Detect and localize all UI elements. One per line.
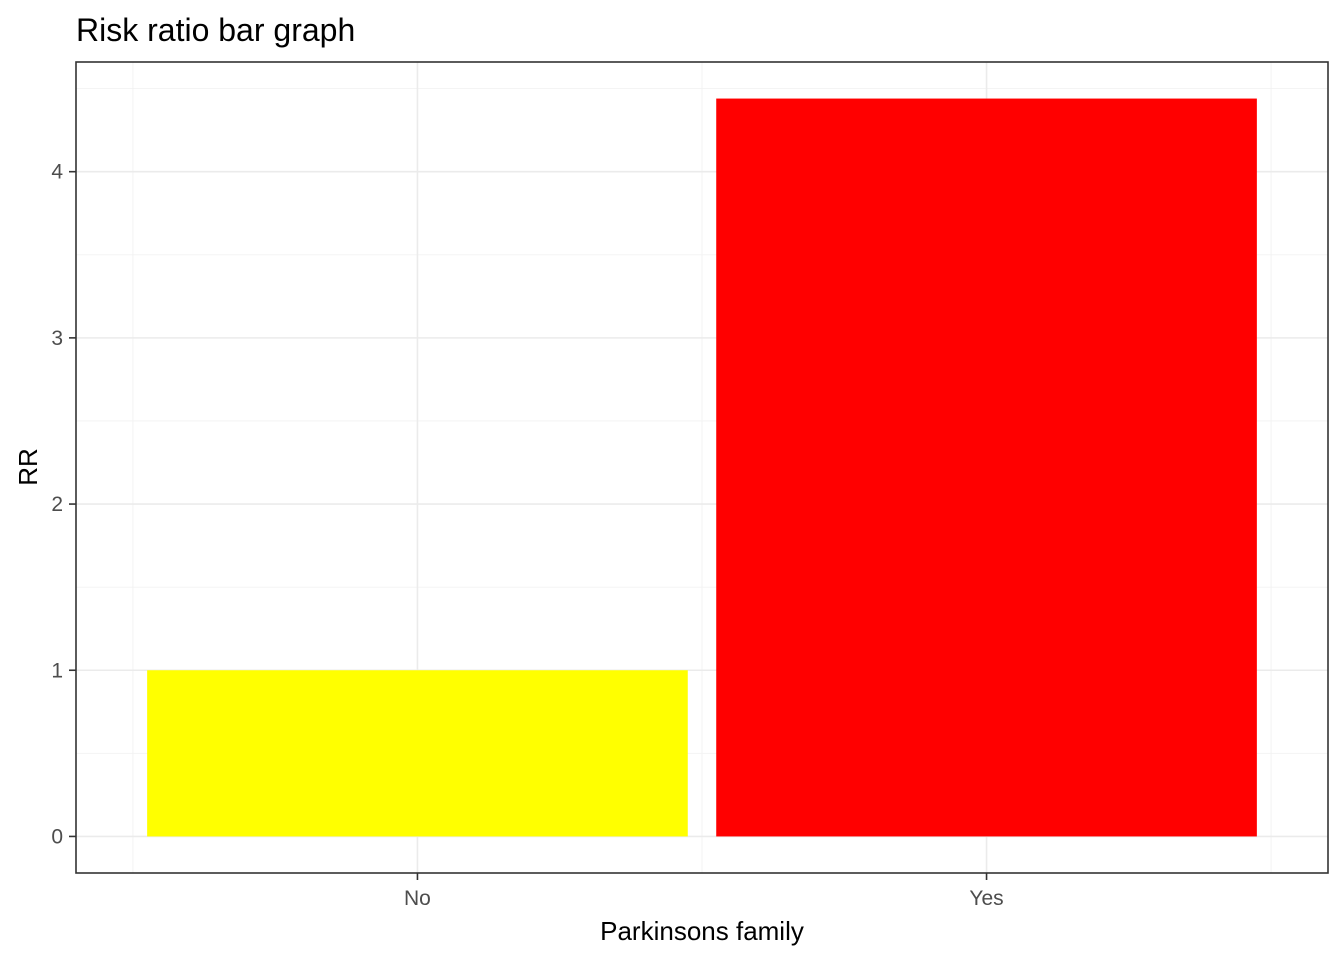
y-axis: 0 1 2 3 4 <box>51 161 76 848</box>
bar-no <box>147 670 688 837</box>
bar-yes <box>716 98 1257 837</box>
x-tick-label-yes: Yes <box>969 887 1003 910</box>
chart-title: Risk ratio bar graph <box>76 12 355 48</box>
x-axis-title: Parkinsons family <box>600 916 804 946</box>
y-tick-label: 1 <box>51 659 63 682</box>
x-tick-label-no: No <box>404 887 431 910</box>
x-axis: No Yes <box>404 873 1004 910</box>
bars <box>147 98 1257 837</box>
y-tick-label: 0 <box>51 825 63 848</box>
y-tick-label: 2 <box>51 493 63 516</box>
y-axis-title: RR <box>13 448 43 486</box>
y-tick-label: 3 <box>51 327 63 350</box>
panel-border <box>75 61 1329 874</box>
y-tick-label: 4 <box>51 161 63 184</box>
